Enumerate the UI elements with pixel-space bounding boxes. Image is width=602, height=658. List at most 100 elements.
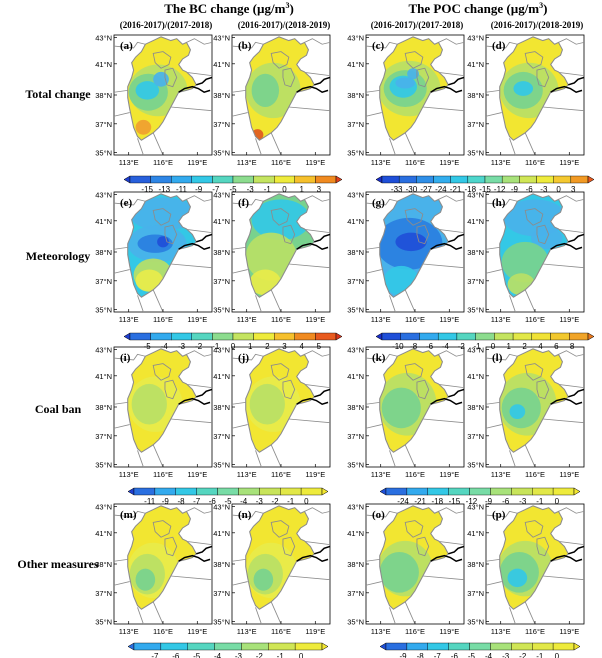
- lat-tick-label: 37°N: [95, 277, 112, 286]
- colorbar-label: -9: [511, 185, 519, 194]
- contour-blob: [135, 269, 163, 292]
- lat-tick-label: 35°N: [213, 461, 230, 470]
- contour-blob: [513, 81, 534, 96]
- city-boundaries: [404, 51, 430, 88]
- colorbars: -15 -13 -11 -9 -7 -5 -3 -1 0 1 3 -33 -30 -27 -24 -21 -18…: [123, 175, 595, 658]
- lat-tick-label: 37°N: [213, 589, 230, 598]
- colorbar-label: -18: [465, 185, 477, 194]
- lon-tick-label: 113°E: [371, 158, 391, 167]
- colorbar-segment: [427, 642, 449, 651]
- colorbar-label: -6: [172, 652, 180, 658]
- panel-letter: (l): [492, 352, 503, 364]
- colorbar-label: -4: [161, 342, 169, 351]
- lat-tick-label: 37°N: [467, 589, 484, 598]
- colorbar-label: -3: [178, 342, 186, 351]
- lat-tick-label: 35°N: [95, 461, 112, 470]
- lon-tick-label: 113°E: [491, 315, 511, 324]
- lon-tick-label: 116°E: [153, 470, 173, 479]
- colorbar-label: -7: [212, 185, 220, 194]
- colorbar-label: 6: [554, 342, 559, 351]
- colorbar-segment: [253, 175, 275, 184]
- map-area: [485, 348, 585, 468]
- colorbar-segment: [268, 642, 296, 651]
- lat-tick-label: 37°N: [347, 277, 364, 286]
- colorbar-segment: [212, 175, 234, 184]
- map-panel-b: (b) 43°N 41°N 38°N 37°N 35°N 113°E 116°E 119°E: [213, 33, 331, 167]
- colorbar-segment: [294, 175, 316, 184]
- colorbar-label: 0: [231, 342, 236, 351]
- poc-unit-close: ): [543, 1, 547, 16]
- map-area: [485, 36, 585, 156]
- city-boundaries: [270, 208, 296, 245]
- lat-tick-label: 38°N: [467, 560, 484, 569]
- contour-blob: [395, 77, 415, 89]
- panel-letter: (g): [372, 197, 385, 209]
- colorbar-label: -6: [502, 497, 510, 506]
- coastline: [550, 233, 585, 251]
- colorbar-label: -11: [176, 185, 188, 194]
- colorbar-label: -8: [417, 652, 425, 658]
- row-label-meteorology: Meteorology: [26, 249, 90, 263]
- colorbar-segment: [400, 332, 420, 341]
- province-borders: [231, 195, 331, 313]
- colorbar-label: -6: [426, 342, 434, 351]
- lon-tick-label: 116°E: [271, 470, 291, 479]
- panel-letter: (f): [238, 197, 249, 209]
- colorbar-segment: [553, 175, 572, 184]
- lat-tick-label: 38°N: [347, 403, 364, 412]
- colorbar-label: 0: [491, 342, 496, 351]
- lat-tick-label: 41°N: [467, 60, 484, 69]
- lon-tick-label: 116°E: [153, 627, 173, 636]
- colorbar-segment: [511, 642, 533, 651]
- lat-tick-label: 43°N: [213, 33, 230, 42]
- colorbar-segment: [469, 642, 491, 651]
- colorbar-segment: [448, 487, 470, 496]
- lat-tick-label: 41°N: [213, 217, 230, 226]
- map-panel-l: (l) 43°N 41°N 38°N 37°N 35°N 113°E 116°E 119°E: [467, 345, 585, 479]
- colorbar-segment: [294, 642, 323, 651]
- colorbar-segment: [398, 175, 417, 184]
- colorbar-min-arrow: [127, 487, 135, 496]
- colorbar-label: -1: [536, 652, 544, 658]
- contour-blob: [251, 199, 311, 240]
- lat-tick-label: 35°N: [347, 149, 364, 158]
- colorbar-segment: [490, 487, 512, 496]
- province-borders: [231, 507, 331, 625]
- map-area: [231, 505, 331, 625]
- map-area: [231, 193, 331, 313]
- colorbar-segment: [469, 487, 491, 496]
- colorbar-poc_met: -10 -8 -6 -4 -2 -1 0 1 2 4 6 8: [375, 332, 595, 351]
- header-bc: The BC change (µg/m3): [164, 1, 294, 16]
- colorbar-segment: [294, 332, 316, 341]
- coastline: [430, 76, 465, 94]
- colorbar-segment: [280, 487, 302, 496]
- lon-tick-label: 116°E: [525, 627, 545, 636]
- panel-letter: (o): [372, 509, 385, 521]
- colorbar-segment: [494, 332, 514, 341]
- colorbar-segment: [519, 175, 537, 184]
- colorbar-label: -1: [212, 342, 220, 351]
- map-panel-f: (f) 43°N 41°N 38°N 37°N 35°N 113°E 116°E 119°E: [213, 190, 331, 324]
- colorbar-bc_total: -15 -13 -11 -9 -7 -5 -3 -1 0 1 3: [123, 175, 343, 194]
- lat-tick-label: 35°N: [213, 618, 230, 627]
- coastline: [296, 388, 331, 406]
- lon-tick-label: 116°E: [405, 627, 425, 636]
- colorbar-segment: [238, 487, 260, 496]
- colorbar-segment: [437, 332, 458, 341]
- city-boundaries: [524, 51, 550, 88]
- colorbar-segment: [133, 487, 156, 496]
- panel-letter: (e): [120, 197, 133, 209]
- col-label-2: (2016-2017)/(2018-2019): [238, 20, 330, 30]
- lat-tick-label: 43°N: [213, 345, 230, 354]
- lat-tick-label: 37°N: [213, 120, 230, 129]
- poc-unit-sup: 3: [539, 1, 543, 10]
- contour-blob: [507, 568, 528, 588]
- lon-tick-label: 116°E: [525, 315, 545, 324]
- colorbar-label: -10: [392, 342, 404, 351]
- colorbar-segment: [532, 642, 554, 651]
- lat-tick-label: 43°N: [467, 345, 484, 354]
- colorbar-label: -4: [485, 652, 493, 658]
- colorbar-label: -3: [247, 185, 255, 194]
- colorbar-label: -5: [224, 497, 232, 506]
- colorbar-label: 3: [317, 185, 322, 194]
